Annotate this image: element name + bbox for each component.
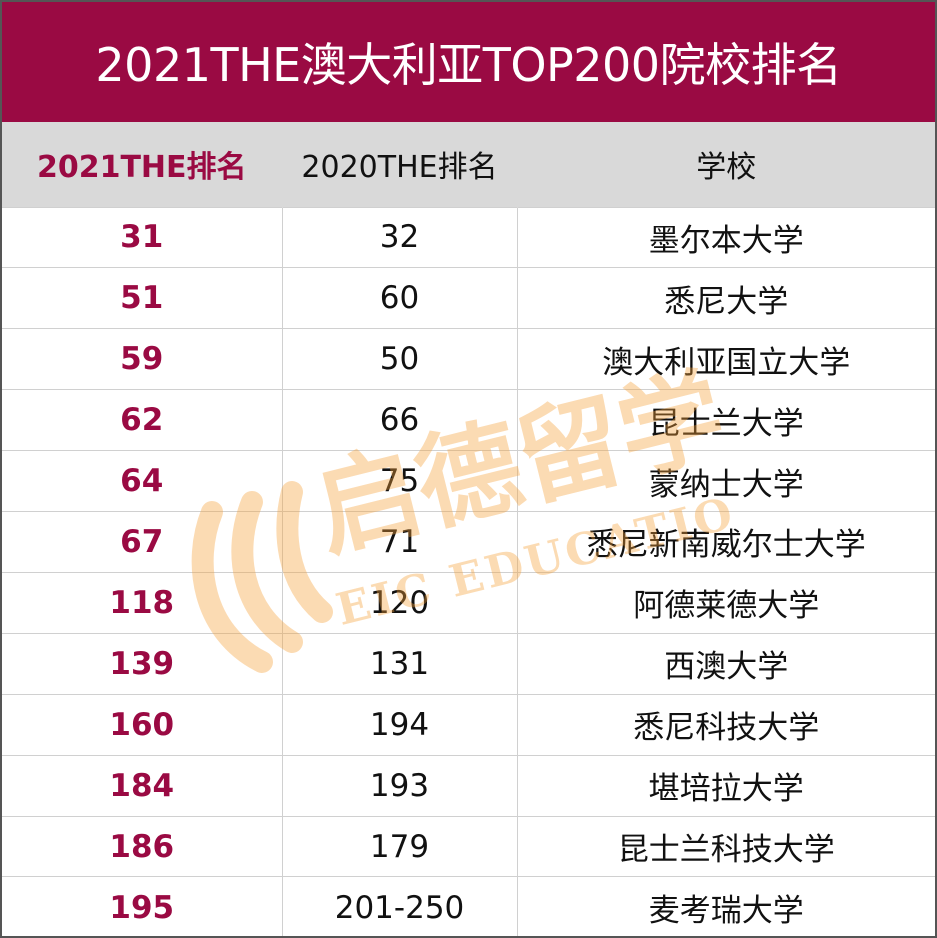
cell-school: 昆士兰科技大学: [517, 815, 935, 877]
table-row: 118 120 阿德莱德大学: [2, 571, 935, 634]
cell-rank-2020: 50: [282, 328, 518, 390]
table-row: 195 201-250 麦考瑞大学: [2, 876, 935, 936]
cell-rank-2020: 75: [282, 450, 518, 512]
cell-school: 西澳大学: [517, 632, 935, 695]
table-row: 59 50 澳大利亚国立大学: [2, 328, 935, 390]
cell-rank-2021: 195: [2, 876, 283, 936]
table-row: 62 66 昆士兰大学: [2, 389, 935, 451]
cell-rank-2021: 62: [2, 389, 283, 451]
table-row: 67 71 悉尼新南威尔士大学: [2, 511, 935, 573]
cell-rank-2020: 131: [282, 632, 518, 695]
cell-school: 阿德莱德大学: [517, 571, 935, 634]
cell-school: 悉尼科技大学: [517, 693, 935, 756]
table-row: 139 131 西澳大学: [2, 632, 935, 695]
cell-rank-2020: 194: [282, 693, 518, 756]
cell-rank-2020: 66: [282, 389, 518, 451]
ranking-table: 2021THE排名 2020THE排名 学校 31 32 墨尔本大学 51 60 悉尼大学…: [2, 122, 935, 936]
table-header-row: 2021THE排名 2020THE排名 学校: [2, 122, 935, 207]
cell-rank-2021: 51: [2, 267, 283, 329]
table-row: 51 60 悉尼大学: [2, 267, 935, 329]
cell-rank-2021: 64: [2, 450, 283, 512]
cell-school: 墨尔本大学: [517, 206, 935, 268]
cell-rank-2021: 59: [2, 328, 283, 390]
table-row: 31 32 墨尔本大学: [2, 206, 935, 268]
cell-rank-2020: 201-250: [282, 876, 518, 936]
table-row: 186 179 昆士兰科技大学: [2, 815, 935, 877]
header-rank-2021: 2021THE排名: [2, 122, 283, 207]
cell-rank-2020: 60: [282, 267, 518, 329]
cell-rank-2021: 139: [2, 632, 283, 695]
cell-rank-2021: 160: [2, 693, 283, 756]
page-title: 2021THE澳大利亚TOP200院校排名: [2, 2, 935, 122]
table-body: 31 32 墨尔本大学 51 60 悉尼大学 59 50 澳大利亚国立大学 62 66 昆士兰大学 64…: [2, 206, 935, 936]
cell-rank-2021: 118: [2, 571, 283, 634]
cell-school: 堪培拉大学: [517, 754, 935, 817]
cell-rank-2021: 67: [2, 511, 283, 573]
table-row: 184 193 堪培拉大学: [2, 754, 935, 817]
cell-school: 麦考瑞大学: [517, 876, 935, 936]
cell-rank-2021: 31: [2, 206, 283, 268]
table-row: 160 194 悉尼科技大学: [2, 693, 935, 756]
cell-rank-2020: 193: [282, 754, 518, 817]
cell-school: 悉尼新南威尔士大学: [517, 511, 935, 573]
cell-rank-2020: 32: [282, 206, 518, 268]
cell-school: 悉尼大学: [517, 267, 935, 329]
header-school: 学校: [696, 150, 757, 186]
cell-rank-2020: 179: [282, 815, 518, 877]
cell-school: 蒙纳士大学: [517, 450, 935, 512]
cell-rank-2020: 71: [282, 511, 518, 573]
cell-rank-2020: 120: [282, 571, 518, 634]
header-rank-2020: 2020THE排名: [282, 122, 518, 207]
cell-school: 澳大利亚国立大学: [517, 328, 935, 390]
cell-rank-2021: 184: [2, 754, 283, 817]
cell-rank-2021: 186: [2, 815, 283, 877]
cell-school: 昆士兰大学: [517, 389, 935, 451]
table-row: 64 75 蒙纳士大学: [2, 450, 935, 512]
